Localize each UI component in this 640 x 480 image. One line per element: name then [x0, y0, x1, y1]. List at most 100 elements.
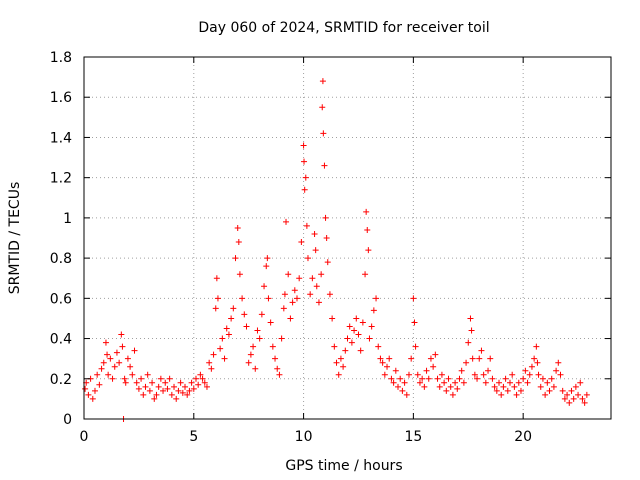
- data-point: [346, 323, 353, 330]
- data-point: [368, 323, 375, 330]
- x-tick-label: 15: [404, 429, 422, 445]
- data-point: [234, 224, 241, 231]
- data-point: [515, 379, 522, 386]
- data-point: [285, 271, 292, 278]
- data-point: [142, 383, 149, 390]
- data-point: [493, 387, 500, 394]
- data-point: [412, 343, 419, 350]
- data-point: [236, 271, 243, 278]
- data-point: [168, 391, 175, 398]
- data-point: [564, 391, 571, 398]
- data-point: [140, 391, 147, 398]
- data-point: [513, 391, 520, 398]
- data-point: [577, 379, 584, 386]
- data-point: [111, 363, 118, 370]
- y-axis-label: SRMTID / TECUs: [7, 182, 23, 295]
- data-point: [85, 391, 92, 398]
- data-point: [225, 331, 232, 338]
- x-tick-label: 10: [295, 429, 313, 445]
- data-point: [511, 383, 518, 390]
- data-point: [235, 239, 242, 246]
- x-axis-label: GPS time / hours: [285, 458, 402, 474]
- data-point: [373, 295, 380, 302]
- data-point: [113, 349, 120, 356]
- data-point: [340, 363, 347, 370]
- data-point: [287, 315, 294, 322]
- data-point: [241, 311, 248, 318]
- data-point: [82, 385, 89, 392]
- data-point: [333, 359, 340, 366]
- data-point: [265, 295, 272, 302]
- data-point: [100, 359, 107, 366]
- data-point: [102, 339, 109, 346]
- data-point: [366, 335, 373, 342]
- data-point: [304, 255, 311, 262]
- data-point: [212, 305, 219, 312]
- data-point: [526, 371, 533, 378]
- y-tick-label: 0.4: [50, 332, 72, 348]
- data-point: [476, 355, 483, 362]
- y-tick-label: 0.8: [50, 251, 72, 267]
- data-point: [312, 247, 319, 254]
- data-point: [109, 375, 116, 382]
- data-point: [254, 327, 261, 334]
- data-point: [298, 239, 305, 246]
- data-point: [364, 226, 371, 233]
- data-point: [405, 371, 412, 378]
- data-point: [269, 343, 276, 350]
- data-point: [489, 375, 496, 382]
- data-point: [468, 327, 475, 334]
- data-point: [469, 355, 476, 362]
- data-point: [98, 365, 105, 372]
- data-point: [319, 104, 326, 111]
- data-point: [434, 375, 441, 382]
- data-point: [384, 363, 391, 370]
- data-point: [557, 371, 564, 378]
- data-point: [228, 315, 235, 322]
- data-point: [342, 347, 349, 354]
- data-point: [502, 375, 509, 382]
- data-point: [419, 375, 426, 382]
- data-point: [151, 395, 158, 402]
- data-point: [491, 383, 498, 390]
- data-point: [425, 375, 432, 382]
- data-point: [261, 283, 268, 290]
- x-tick-label: 20: [514, 429, 532, 445]
- data-point: [533, 343, 540, 350]
- data-point: [539, 375, 546, 382]
- data-point: [96, 381, 103, 388]
- tick-labels: 0 5 10 15 20 0 0.2 0.4 0.6 0.8 1 1.2 1.4 1.6 1.8: [50, 50, 532, 445]
- data-point: [296, 275, 303, 282]
- data-point: [348, 339, 355, 346]
- data-point: [544, 379, 551, 386]
- data-point: [458, 367, 465, 374]
- data-point: [550, 383, 557, 390]
- data-point: [379, 359, 386, 366]
- data-point: [214, 295, 221, 302]
- data-point: [179, 389, 186, 396]
- data-point: [329, 315, 336, 322]
- data-point: [355, 331, 362, 338]
- data-point: [559, 387, 566, 394]
- y-tick-label: 0.2: [50, 372, 72, 388]
- data-point: [463, 359, 470, 366]
- data-point: [89, 395, 96, 402]
- data-point: [210, 351, 217, 358]
- data-point: [535, 371, 542, 378]
- data-point: [454, 385, 461, 392]
- data-point: [362, 271, 369, 278]
- data-point: [392, 367, 399, 374]
- data-point: [432, 351, 439, 358]
- data-point: [124, 355, 131, 362]
- y-tick-label: 1.2: [50, 171, 72, 187]
- data-point: [452, 379, 459, 386]
- data-point: [555, 359, 562, 366]
- data-point: [264, 255, 271, 262]
- axis-ticks: [83, 56, 611, 420]
- data-point: [581, 399, 588, 406]
- data-point: [133, 379, 140, 386]
- data-point: [280, 305, 287, 312]
- data-point: [445, 375, 452, 382]
- data-point: [416, 379, 423, 386]
